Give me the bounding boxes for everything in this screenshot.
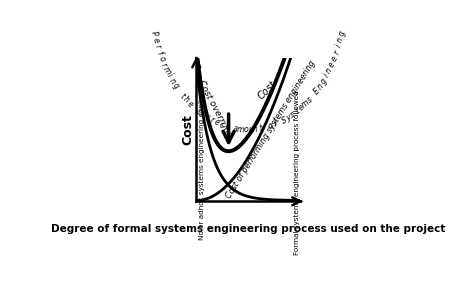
Text: n: n [168, 76, 177, 86]
Text: i: i [334, 44, 344, 49]
Text: r: r [209, 116, 215, 125]
Text: Degree of formal systems engineering process used on the project: Degree of formal systems engineering pro… [51, 224, 445, 234]
Text: f: f [154, 50, 164, 56]
Text: r: r [159, 61, 168, 68]
Text: t: t [294, 107, 301, 116]
Text: g: g [337, 30, 347, 37]
Text: c: c [195, 106, 203, 117]
Text: o: o [156, 54, 167, 63]
Text: Cost: Cost [181, 114, 194, 145]
Text: e: e [213, 118, 220, 128]
Text: o: o [243, 125, 248, 134]
Text: h: h [182, 95, 191, 105]
Text: P: P [149, 30, 159, 37]
Text: n: n [315, 81, 325, 91]
Text: o: o [267, 121, 273, 131]
Text: m: m [161, 65, 172, 76]
Text: f: f [272, 120, 277, 129]
Text: Cost overruns: Cost overruns [196, 78, 234, 138]
Text: No or adhoc systems engineering applied: No or adhoc systems engineering applied [199, 90, 205, 240]
Text: E: E [312, 86, 322, 96]
Text: o: o [199, 110, 207, 120]
Text: Formal systems engineering process followed: Formal systems engineering process follo… [294, 90, 300, 254]
Text: e: e [186, 99, 195, 109]
Text: m: m [300, 98, 311, 110]
Text: t: t [224, 122, 228, 131]
Text: s: s [289, 110, 297, 120]
Text: e: e [297, 103, 306, 113]
Text: g: g [171, 81, 181, 91]
Text: s: s [305, 95, 314, 105]
Text: S: S [280, 115, 288, 126]
Text: n: n [253, 125, 258, 134]
Text: u: u [248, 125, 253, 134]
Text: Cost: Cost [256, 79, 278, 101]
Text: e: e [327, 60, 337, 69]
Text: t: t [258, 124, 263, 133]
Text: r: r [332, 49, 342, 56]
Text: a: a [233, 124, 239, 133]
Text: t: t [179, 91, 187, 100]
Text: r: r [153, 43, 162, 50]
Text: e: e [329, 54, 340, 63]
Text: Cost of performing systems engineering: Cost of performing systems engineering [224, 59, 317, 200]
Text: y: y [285, 113, 292, 123]
Text: g: g [319, 76, 329, 86]
Text: i: i [322, 72, 331, 79]
Text: n: n [324, 66, 335, 75]
Text: e: e [150, 36, 161, 44]
Text: i: i [165, 72, 174, 79]
Text: n: n [336, 36, 346, 44]
Text: c: c [218, 120, 225, 129]
Text: m: m [237, 125, 245, 134]
Text: r: r [204, 113, 211, 123]
